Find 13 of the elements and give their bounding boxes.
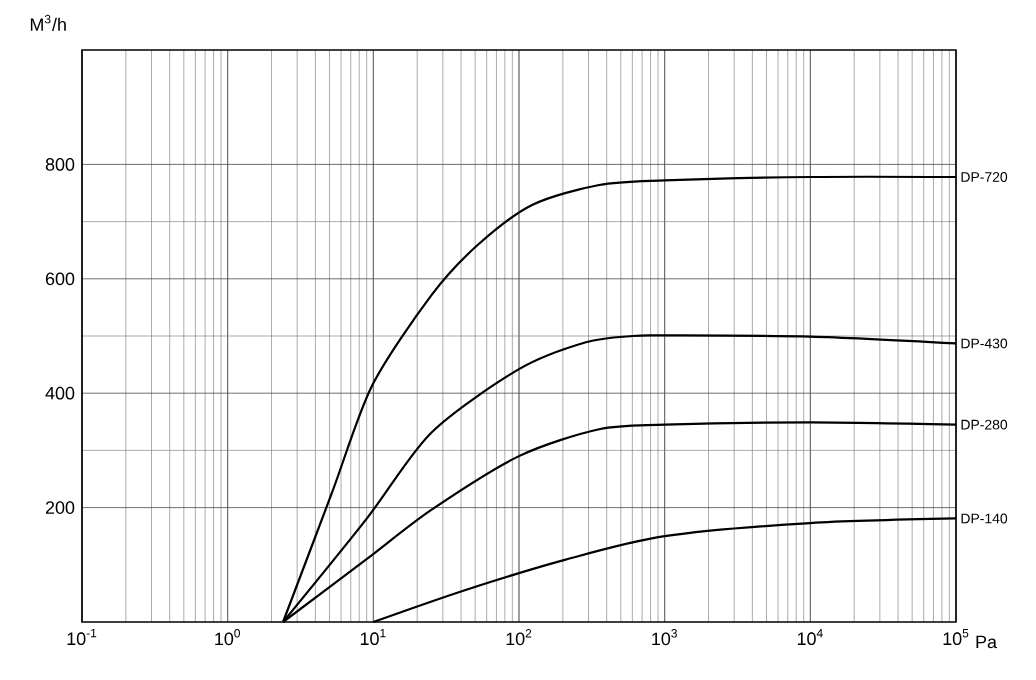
y-tick-label: 800 <box>45 158 75 171</box>
x-axis-title: Pa <box>976 635 997 649</box>
x-tick-label: 10$^{0}$ <box>215 629 240 646</box>
x-tick-label: 10$^{4}$ <box>797 629 823 646</box>
x-tick-label: 10$^{-1}$ <box>67 629 97 646</box>
x-tick-label: 10$^{5}$ <box>943 629 969 646</box>
x-tick-label: 10$^{1}$ <box>360 629 386 646</box>
y-axis-title: M$^{3}$/h <box>30 14 66 31</box>
x-tick-label: 10$^{2}$ <box>506 629 532 646</box>
y-tick-label: 400 <box>45 386 75 400</box>
y-tick-label: 600 <box>45 272 75 286</box>
x-tick-label: 10$^{3}$ <box>652 629 677 646</box>
y-tick-label: 200 <box>45 501 75 514</box>
